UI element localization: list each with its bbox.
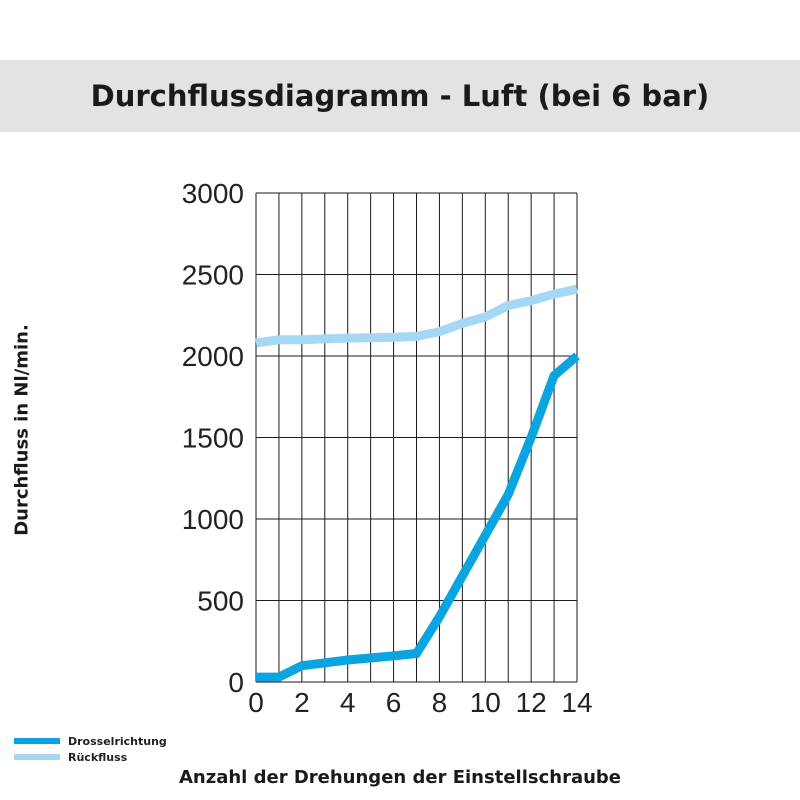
series-lines (255, 284, 580, 682)
series-line-rueckfluss (255, 284, 578, 348)
grid (255, 192, 578, 683)
x-tick-label: 14 (561, 687, 592, 718)
x-tick-label: 0 (248, 687, 264, 718)
y-tick-label: 1500 (182, 423, 244, 454)
series-line-drosselrichtung (256, 352, 580, 682)
y-tick-label: 3000 (182, 178, 244, 209)
x-tick-label: 10 (470, 687, 501, 718)
x-tick-label: 4 (340, 687, 356, 718)
x-tick-label: 12 (516, 687, 547, 718)
legend: Drosselrichtung Rückfluss (14, 733, 167, 765)
legend-item-rueckfluss: Rückfluss (14, 749, 167, 765)
legend-label-drosselrichtung: Drosselrichtung (68, 734, 167, 748)
y-axis-title: Durchfluss in Nl/min. (11, 324, 33, 536)
x-tick-label: 2 (294, 687, 310, 718)
y-tick-label: 0 (228, 667, 244, 698)
x-axis-title: Anzahl der Drehungen der Einstellschraub… (178, 767, 621, 788)
y-tick-label: 1000 (182, 504, 244, 535)
chart-title: Durchflussdiagramm - Luft (bei 6 bar) (90, 79, 710, 113)
y-tick-label: 2500 (182, 260, 244, 291)
legend-label-rueckfluss: Rückfluss (68, 750, 128, 764)
legend-item-drosselrichtung: Drosselrichtung (14, 733, 167, 749)
x-tick-label: 8 (432, 687, 448, 718)
x-tick-label: 6 (386, 687, 402, 718)
title-band: Durchflussdiagramm - Luft (bei 6 bar) (0, 60, 800, 132)
legend-swatch-rueckfluss (14, 754, 60, 760)
y-tick-label: 500 (197, 586, 244, 617)
legend-swatch-drosselrichtung (14, 738, 60, 744)
y-tick-label: 2000 (182, 341, 244, 372)
